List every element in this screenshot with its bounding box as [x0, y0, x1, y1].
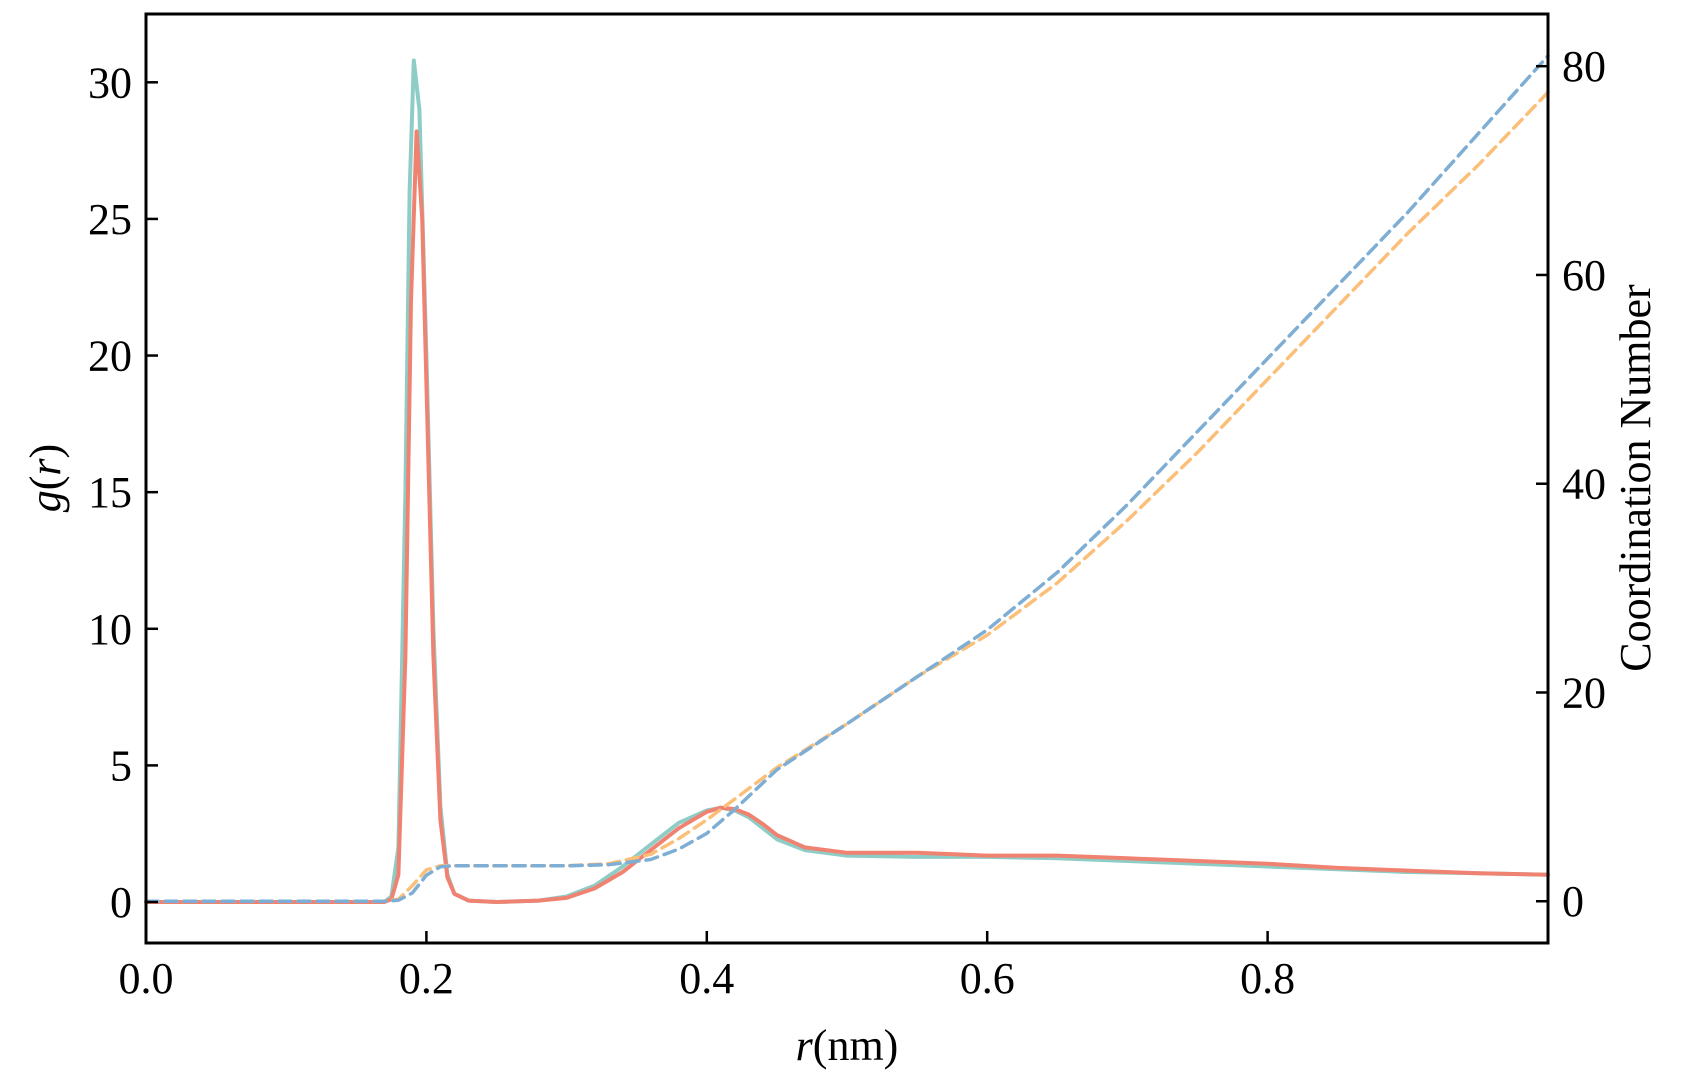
x-tick-label: 0.4 — [679, 954, 734, 1003]
x-tick-label: 0.6 — [960, 954, 1015, 1003]
x-axis-label-italic: r — [796, 1021, 814, 1070]
y-left-label-close: ) — [21, 444, 70, 459]
series-line-4-coordination — [144, 54, 1550, 903]
y-left-label-open: ( — [21, 476, 70, 491]
series-line-2-gr — [144, 129, 1550, 904]
x-axis-label: r(nm) — [796, 1021, 899, 1070]
plot-frame — [144, 12, 1550, 945]
y-right-tick-label: 60 — [1562, 251, 1606, 300]
y-left-label-g: g — [21, 490, 70, 512]
y-left-axis-ticks: 0 5 10 15 20 25 30 — [88, 58, 158, 927]
y-left-tick-label: 30 — [88, 58, 132, 107]
y-left-tick-label: 5 — [110, 741, 132, 790]
y-left-label-r: r — [21, 458, 70, 476]
y-right-tick-label: 80 — [1562, 42, 1606, 91]
y-right-tick-label: 0 — [1562, 877, 1584, 926]
x-tick-label: 0.2 — [399, 954, 454, 1003]
x-axis-ticks: 0.0 0.2 0.4 0.6 0.8 — [119, 931, 1295, 1003]
y-right-axis-ticks: 0 20 40 60 80 — [1536, 42, 1606, 926]
series-layer — [144, 54, 1550, 904]
y-left-tick-label: 10 — [88, 605, 132, 654]
y-left-tick-label: 20 — [88, 332, 132, 381]
x-tick-label: 0.8 — [1240, 954, 1295, 1003]
y-left-axis-label: g(r) — [21, 444, 70, 512]
series-line-3-coordination — [144, 90, 1550, 903]
y-right-tick-label: 20 — [1562, 668, 1606, 717]
y-left-tick-label: 0 — [110, 878, 132, 927]
series-line-1-gr — [144, 58, 1550, 904]
y-right-axis-label: Coordination Number — [1611, 284, 1660, 672]
x-axis-label-unit: (nm) — [813, 1021, 899, 1070]
y-left-tick-label: 15 — [88, 468, 132, 517]
y-right-tick-label: 40 — [1562, 460, 1606, 509]
x-tick-label: 0.0 — [119, 954, 174, 1003]
y-left-tick-label: 25 — [88, 195, 132, 244]
